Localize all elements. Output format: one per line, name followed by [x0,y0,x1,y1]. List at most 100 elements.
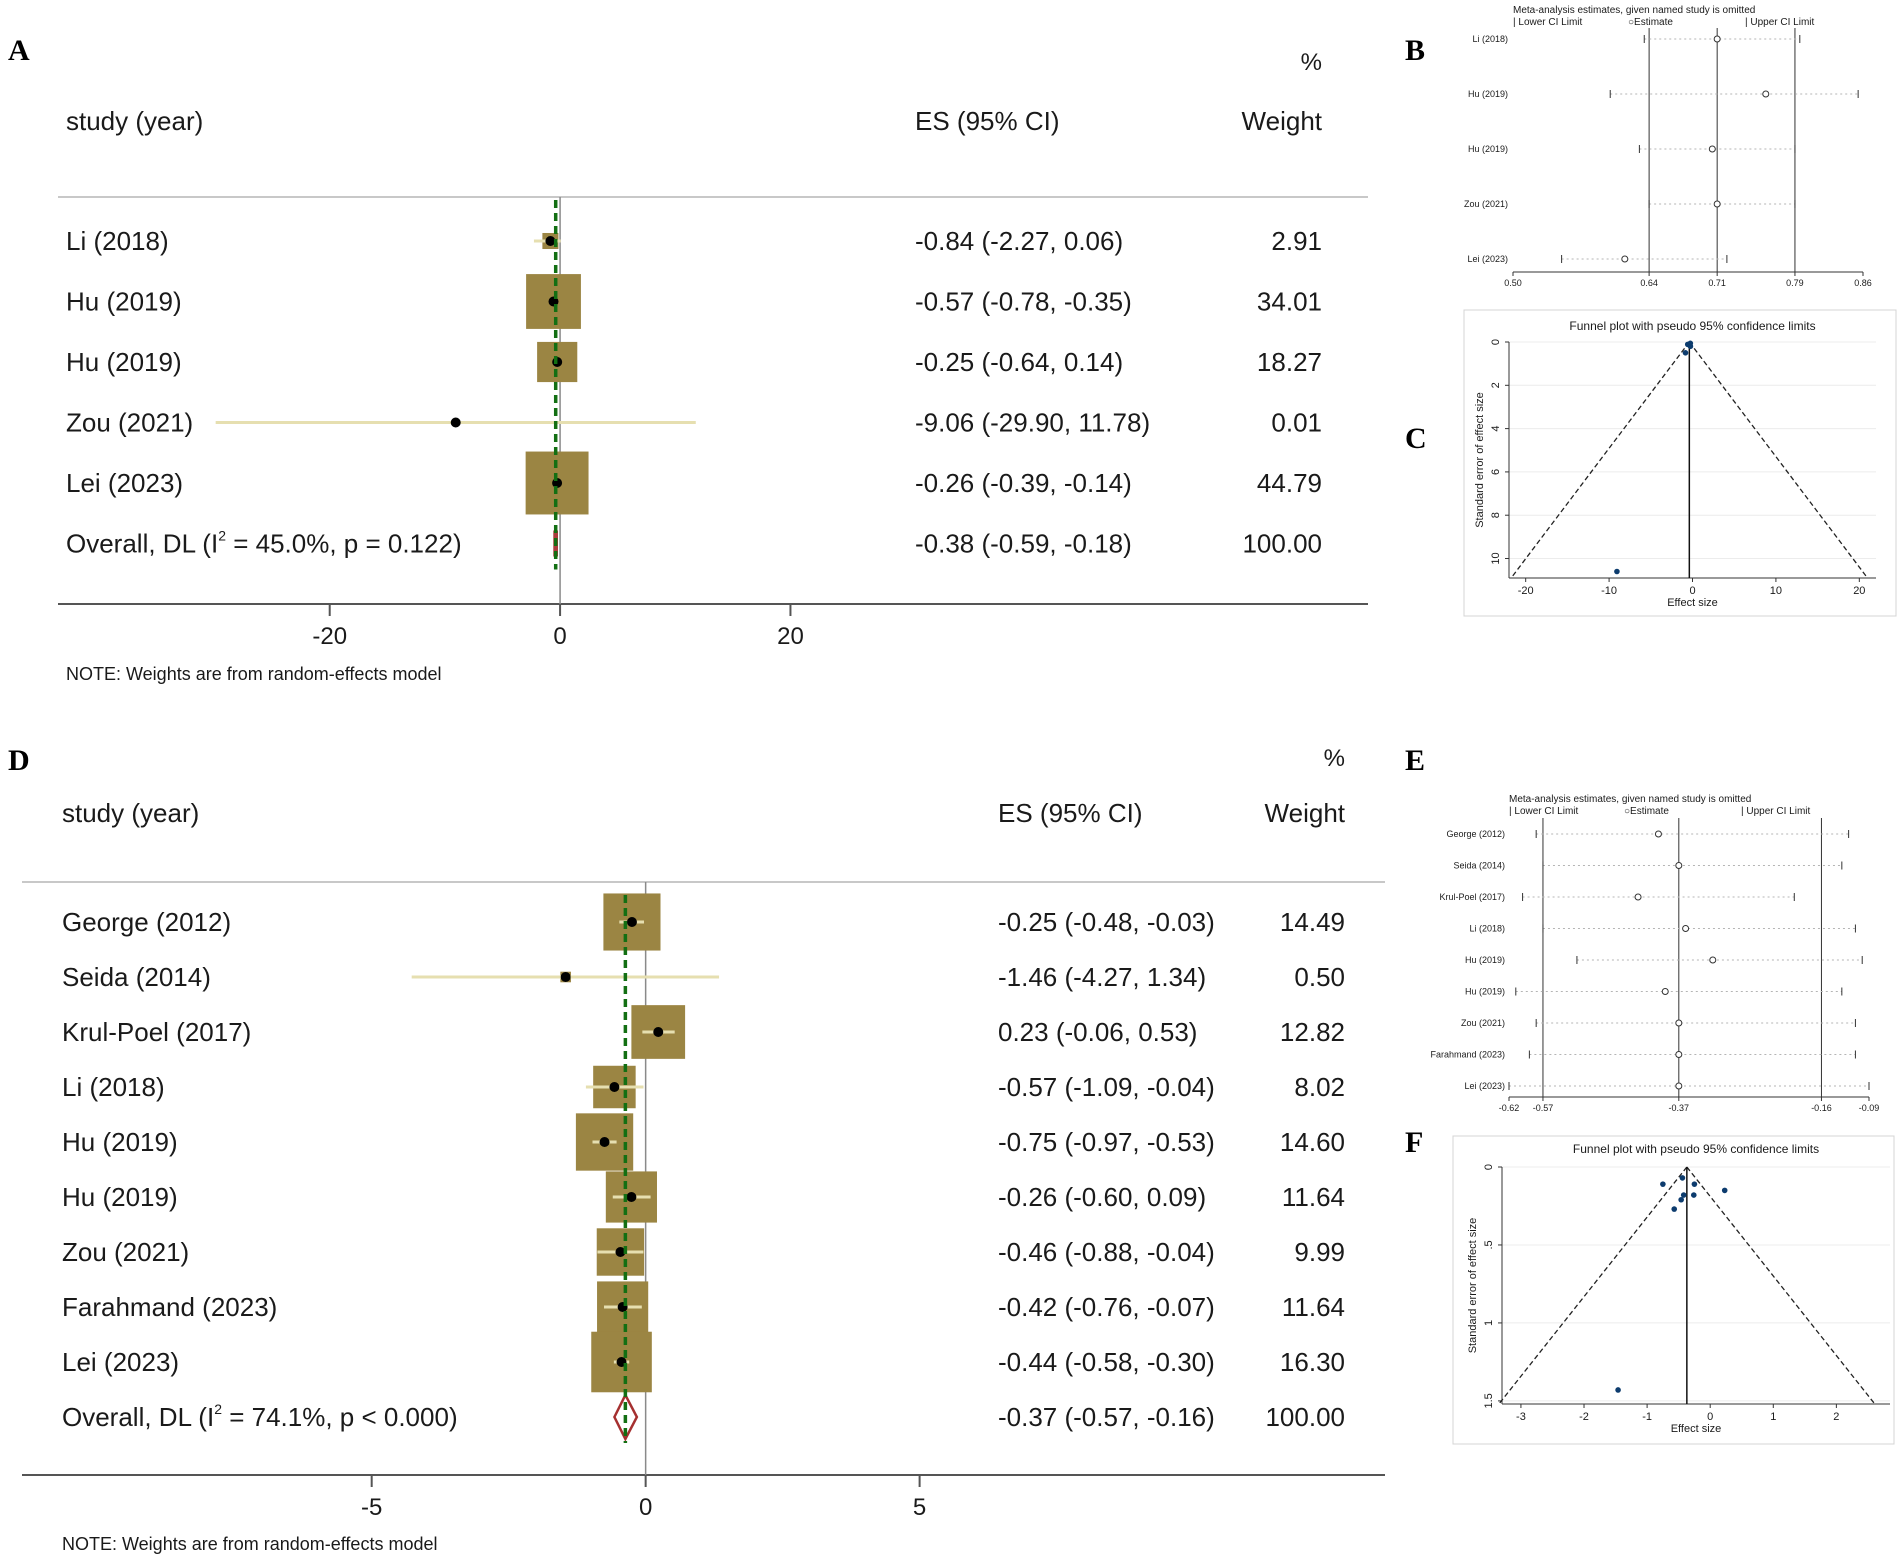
header-weight: Weight [1242,106,1323,136]
study-weight: 9.99 [1294,1237,1345,1267]
funnel-x-tick-label: 1 [1770,1411,1776,1423]
legend-upper: | Upper CI Limit [1741,806,1811,817]
funnel-x-label: Effect size [1671,1423,1722,1435]
weights-note: NOTE: Weights are from random-effects mo… [62,1534,437,1554]
study-es-ci: -9.06 (-29.90, 11.78) [915,408,1150,438]
study-point [609,1082,620,1092]
study-weight: 44.79 [1257,468,1322,498]
overall-es-ci: -0.38 (-0.59, -0.18) [915,529,1132,559]
funnel-y-tick-label: 2 [1490,382,1502,388]
funnel-x-tick-label: 10 [1770,585,1782,597]
sens-study-label: Hu (2019) [1465,987,1505,997]
study-weight: 14.49 [1280,907,1345,937]
funnel-point [1671,1206,1678,1212]
funnel-x-tick-label: -1 [1642,1411,1652,1423]
study-weight: 0.50 [1294,962,1345,992]
study-point [599,1137,610,1147]
study-label: Krul-Poel (2017) [62,1017,251,1047]
study-point [560,972,571,982]
funnel-y-label: Standard error of effect size [1474,392,1486,528]
overall-diamond [613,1392,639,1442]
study-point [653,1027,664,1037]
sensitivity-plot-e: Meta-analysis estimates, given named stu… [1430,794,1879,1113]
funnel-y-tick-label: 6 [1490,469,1502,475]
sens-title: Meta-analysis estimates, given named stu… [1513,5,1755,16]
study-es-ci: -0.25 (-0.64, 0.14) [915,347,1123,377]
sensitivity-plot-b: Meta-analysis estimates, given named stu… [1464,5,1872,288]
sens-tick-label: 0.79 [1786,278,1804,288]
funnel-frame [1463,309,1897,617]
study-point [626,917,637,927]
study-weight: 8.02 [1294,1072,1345,1102]
study-weight: 18.27 [1257,347,1322,377]
header-study: study (year) [66,106,203,136]
study-weight: 0.01 [1271,408,1322,438]
sens-tick-label: -0.37 [1669,1103,1690,1113]
overall-label: Overall, DL (I2 = 74.1%, p < 0.000) [62,1401,458,1432]
funnel-plot-c: Funnel plot with pseudo 95% confidence l… [1463,309,1897,617]
study-label: Hu (2019) [66,287,182,317]
sens-study-label: Hu (2019) [1468,144,1508,154]
funnel-point [1679,1175,1686,1181]
overall-weight: 100.00 [1242,529,1322,559]
sens-study-label: Li (2018) [1472,34,1508,44]
study-point [626,1192,637,1202]
funnel-frame [1452,1135,1895,1445]
overall-weight: 100.00 [1265,1402,1345,1432]
funnel-point [1682,350,1689,356]
study-es-ci: -0.26 (-0.60, 0.09) [998,1182,1206,1212]
sens-estimate [1708,145,1716,153]
weights-note: NOTE: Weights are from random-effects mo… [66,664,441,684]
sens-tick-label: 0.64 [1640,278,1658,288]
study-es-ci: -0.42 (-0.76, -0.07) [998,1292,1215,1322]
funnel-point [1687,340,1694,347]
panel-label-d: D [8,744,30,777]
study-label: Hu (2019) [62,1182,178,1212]
header-weight: Weight [1265,798,1346,828]
funnel-limit-right [1688,341,1869,579]
x-tick-label: 20 [777,623,804,650]
funnel-x-tick-label: 20 [1853,585,1865,597]
sens-estimate [1661,988,1669,995]
x-tick-label: 0 [639,1494,652,1521]
funnel-point [1614,568,1620,575]
funnel-x-tick-label: -3 [1516,1411,1526,1423]
funnel-x-tick-label: 2 [1833,1411,1839,1423]
funnel-y-tick-label: 1 [1483,1320,1495,1326]
header-es: ES (95% CI) [998,798,1143,828]
sens-tick-label: 0.86 [1854,278,1872,288]
study-weight: 34.01 [1257,287,1322,317]
study-weight: 12.82 [1280,1017,1345,1047]
sens-estimate [1682,925,1690,932]
panel-label-f: F [1405,1126,1423,1159]
funnel-point [1615,1387,1621,1393]
funnel-x-tick-label: -20 [1518,585,1534,597]
study-es-ci: -0.57 (-1.09, -0.04) [998,1072,1215,1102]
sens-study-label: Li (2018) [1469,924,1505,934]
study-es-ci: -0.75 (-0.97, -0.53) [998,1127,1215,1157]
study-label: Hu (2019) [62,1127,178,1157]
header-es: ES (95% CI) [915,106,1060,136]
study-point [450,417,461,428]
sens-estimate [1634,893,1642,901]
sens-estimate [1675,862,1683,869]
sens-estimate [1762,90,1770,98]
funnel-limit-left [1498,1166,1688,1405]
legend-estimate: ○Estimate [1624,806,1669,817]
sens-estimate [1654,830,1662,838]
x-tick-label: 0 [553,623,566,650]
funnel-y-tick-label: 4 [1490,426,1502,432]
study-label: Seida (2014) [62,962,211,992]
study-es-ci: -0.25 (-0.48, -0.03) [998,907,1215,937]
x-tick-label: -5 [361,1494,382,1521]
sens-estimate [1675,1082,1683,1090]
study-label: Li (2018) [66,226,169,256]
legend-lower: | Lower CI Limit [1513,17,1583,28]
overall-es-ci: -0.37 (-0.57, -0.16) [998,1402,1215,1432]
funnel-x-tick-label: 0 [1707,1411,1713,1423]
study-label: Lei (2023) [62,1347,179,1377]
forest-plot-a: % study (year) ES (95% CI) Weight Li (2018) -… [58,49,1368,684]
funnel-x-tick-label: -10 [1601,585,1617,597]
study-label: Zou (2021) [66,408,193,438]
sens-estimate [1709,956,1717,964]
